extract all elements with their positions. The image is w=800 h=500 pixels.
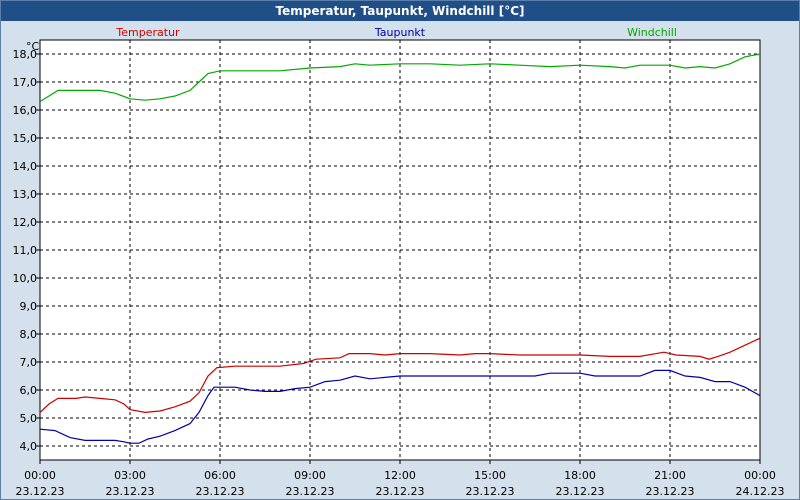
x-tick-date-label: 23.12.23 xyxy=(286,485,335,498)
x-tick-date-label: 23.12.23 xyxy=(646,485,695,498)
x-axis: 00:00 23.12.23 03:00 23.12.23 06:00 23.12.23 0… xyxy=(16,460,785,498)
x-tick-time-label: 06:00 xyxy=(204,469,236,482)
y-tick-label: 18,0 xyxy=(13,48,38,61)
x-tick-date-label: 23.12.23 xyxy=(106,485,155,498)
y-tick-label: 15,0 xyxy=(13,132,38,145)
x-tick-time-label: 09:00 xyxy=(294,469,326,482)
legend-entry-windchill: Windchill xyxy=(627,26,677,39)
x-tick-date-label: 23.12.23 xyxy=(196,485,245,498)
legend-entry-taupunkt: Taupunkt xyxy=(374,26,426,39)
x-tick-time-label: 00:00 xyxy=(744,469,776,482)
x-tick-date-label: 23.12.23 xyxy=(466,485,515,498)
series-line-taupunkt xyxy=(39,369,761,444)
y-tick-label: 9,0 xyxy=(20,300,38,313)
y-tick-label: 7,0 xyxy=(20,356,38,369)
y-tick-label: 14,0 xyxy=(13,160,38,173)
x-tick-time-label: 03:00 xyxy=(114,469,146,482)
legend: Temperatur Taupunkt Windchill xyxy=(115,26,677,39)
x-tick-time-label: 15:00 xyxy=(474,469,506,482)
x-tick-time-label: 00:00 xyxy=(24,469,56,482)
series-line-temperatur xyxy=(39,337,761,414)
y-tick-label: 6,0 xyxy=(20,384,38,397)
y-tick-label: 16,0 xyxy=(13,104,38,117)
x-tick-time-label: 18:00 xyxy=(564,469,596,482)
y-tick-label: 8,0 xyxy=(20,328,38,341)
grid-lines xyxy=(40,40,760,460)
series-lines xyxy=(39,53,761,444)
x-tick-date-label: 24.12.23 xyxy=(736,485,785,498)
x-tick-time-label: 21:00 xyxy=(654,469,686,482)
y-tick-label: 5,0 xyxy=(20,412,38,425)
x-tick-date-label: 23.12.23 xyxy=(376,485,425,498)
y-tick-label: 12,0 xyxy=(13,216,38,229)
y-axis-unit-label: °C xyxy=(26,40,40,53)
y-axis: 4,0 5,0 6,0 7,0 8,0 9,0 10,0 11,0 12,0 13,0 14,0 15… xyxy=(13,48,40,453)
x-tick-date-label: 23.12.23 xyxy=(556,485,605,498)
y-tick-label: 11,0 xyxy=(13,244,38,257)
y-tick-label: 4,0 xyxy=(20,440,38,453)
series-line-windchill xyxy=(39,53,761,103)
y-tick-label: 17,0 xyxy=(13,76,38,89)
legend-entry-temperatur: Temperatur xyxy=(115,26,180,39)
x-tick-time-label: 12:00 xyxy=(384,469,416,482)
y-tick-label: 13,0 xyxy=(13,188,38,201)
x-tick-date-label: 23.12.23 xyxy=(16,485,65,498)
y-tick-label: 10,0 xyxy=(13,272,38,285)
chart-title: Temperatur, Taupunkt, Windchill [°C] xyxy=(1,1,799,21)
